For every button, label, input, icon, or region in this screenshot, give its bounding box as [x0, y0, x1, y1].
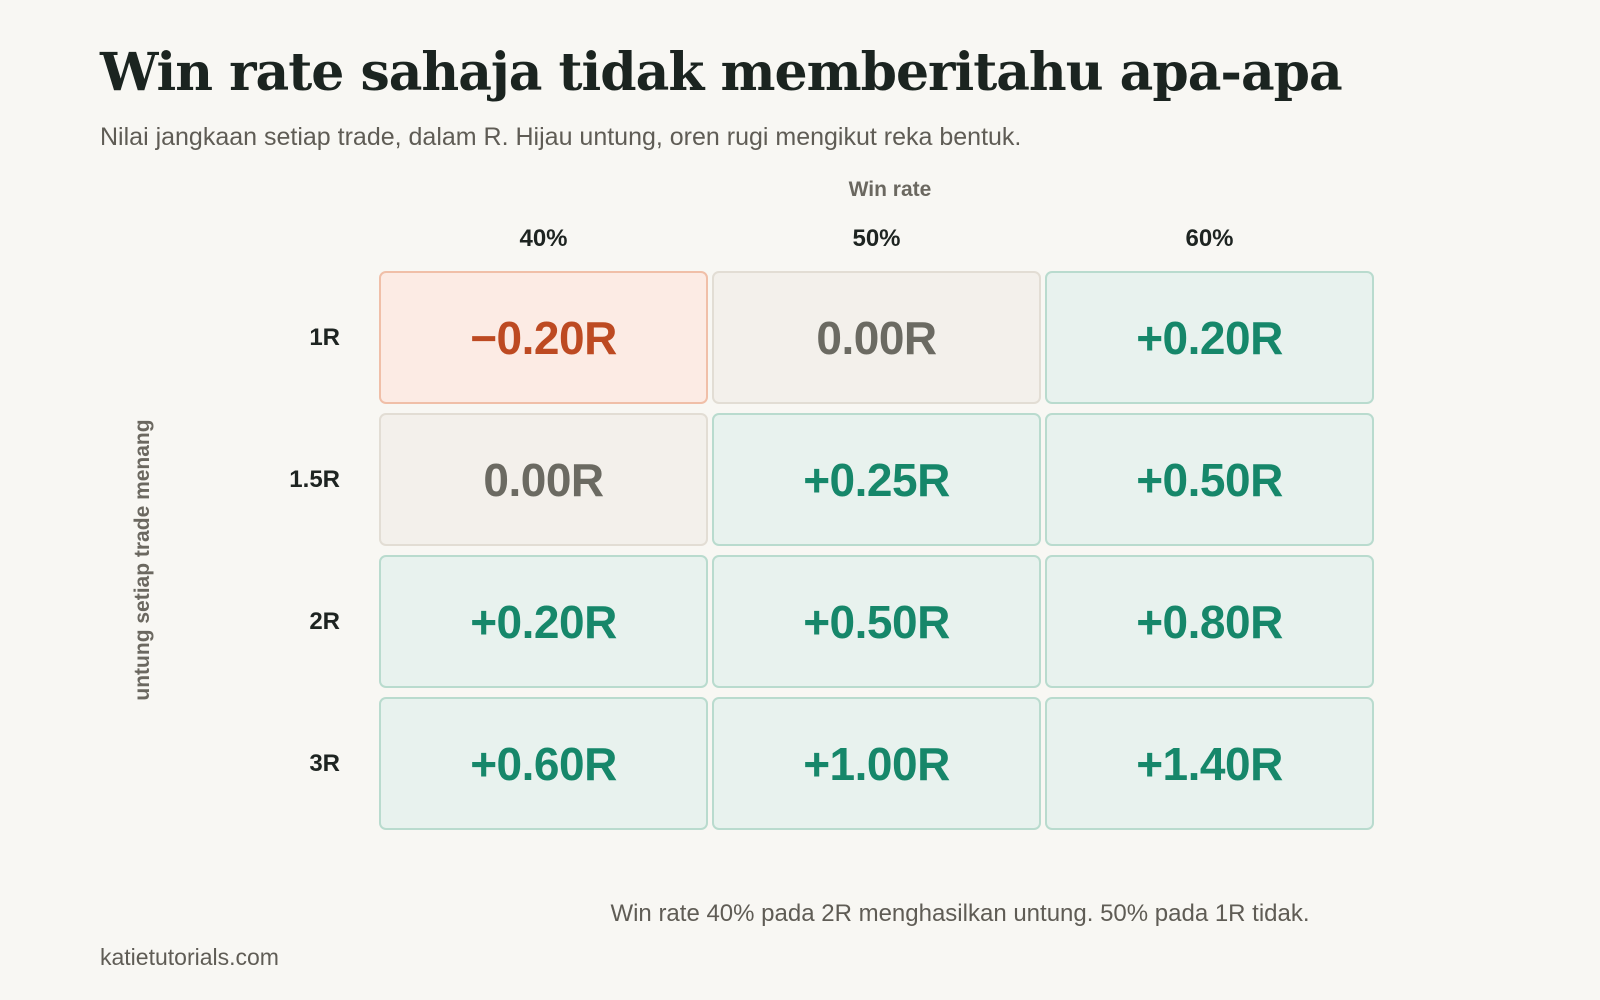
heatmap-cell: +0.20R: [1045, 271, 1374, 404]
row-label: 2R: [309, 607, 340, 635]
chart-title: Win rate sahaja tidak memberitahu apa-ap…: [100, 42, 1343, 103]
row-label: 1.5R: [289, 465, 340, 493]
heatmap-cell: −0.20R: [379, 271, 708, 404]
source-credit: katietutorials.com: [100, 944, 279, 970]
heatmap-cell: +0.50R: [1045, 413, 1374, 546]
column-label: 60%: [1185, 225, 1234, 252]
row-label: 1R: [309, 323, 340, 351]
chart-annotation: Win rate 40% pada 2R menghasilkan untung…: [610, 900, 1310, 927]
heatmap-cell: 0.00R: [712, 271, 1041, 404]
heatmap-cell: +0.25R: [712, 413, 1041, 546]
heatmap-cell: +0.20R: [379, 555, 708, 688]
heatmap-cell: +1.00R: [712, 697, 1041, 830]
heatmap-cell: +0.60R: [379, 697, 708, 830]
row-label: 3R: [309, 749, 340, 777]
column-label: 50%: [852, 225, 901, 252]
heatmap-cell: +1.40R: [1045, 697, 1374, 830]
heatmap-cell: +0.50R: [712, 555, 1041, 688]
heatmap-cell: 0.00R: [379, 413, 708, 546]
heatmap-cell: +0.80R: [1045, 555, 1374, 688]
chart-subtitle: Nilai jangkaan setiap trade, dalam R. Hi…: [100, 123, 1022, 151]
x-axis-label: Win rate: [848, 178, 932, 201]
column-label: 40%: [519, 225, 568, 252]
y-axis-label: untung setiap trade menang: [131, 419, 154, 701]
